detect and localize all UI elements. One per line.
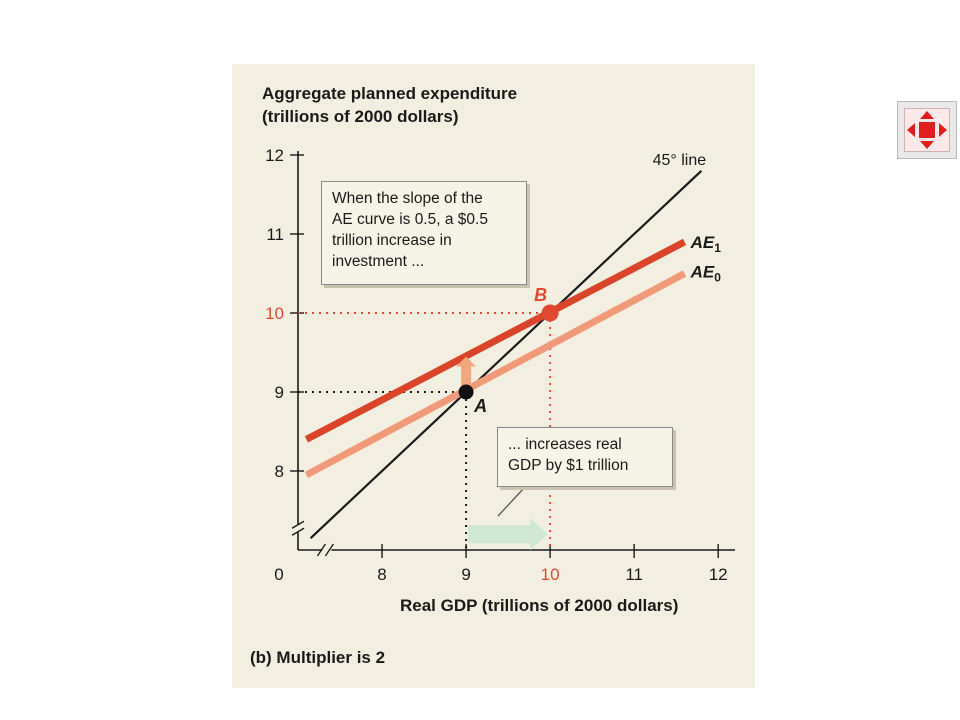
callout-line: investment ...	[332, 253, 425, 270]
x-axis-break-gap	[322, 547, 332, 553]
origin-label: 0	[274, 565, 283, 584]
y-tick-label: 8	[275, 462, 284, 481]
label-45-degree: 45° line	[653, 152, 707, 169]
x-tick-label: 12	[709, 565, 728, 584]
x-axis-break-mark	[324, 543, 334, 557]
label-ae1: AE1	[690, 233, 722, 255]
line-45-degree	[309, 169, 703, 539]
y-tick-label: 12	[265, 146, 284, 165]
line-ae0	[304, 270, 687, 479]
x-tick-label: 11	[625, 565, 643, 584]
point-b	[541, 304, 559, 322]
callout-line: GDP by $1 trillion	[508, 457, 629, 474]
callout-investment: When the slope of the AE curve is 0.5, a…	[321, 181, 527, 285]
x-axis-title: Real GDP (trillions of 2000 dollars)	[400, 596, 679, 615]
y-tick-label: 11	[266, 225, 284, 244]
expand-button[interactable]	[897, 101, 957, 159]
line-ae1	[304, 238, 687, 443]
point-a	[458, 384, 474, 400]
y-tick-label: 9	[275, 383, 284, 402]
label-ae0: AE0	[690, 263, 722, 285]
callout-pointer	[497, 486, 526, 517]
y-tick-label: 10	[265, 304, 284, 323]
x-tick-label: 8	[377, 565, 386, 584]
x-tick-label: 10	[541, 565, 560, 584]
callout-line: AE curve is 0.5, a $0.5	[332, 211, 488, 228]
figure-caption: (b) Multiplier is 2	[250, 648, 386, 667]
y-axis-title: Aggregate planned expenditure	[262, 84, 518, 103]
y-axis-break-mark	[291, 527, 305, 536]
gdp-increase-arrow	[468, 518, 549, 551]
y-axis-break-mark	[291, 520, 305, 529]
chart: 8 9 10 11 12 8 9 10 11 12 0 A B 45° line AE1 AE0	[265, 146, 735, 584]
x-axis-break-mark	[316, 543, 326, 557]
point-b-label: B	[534, 285, 547, 305]
point-a-label: A	[473, 396, 487, 416]
figure-panel: 8 9 10 11 12 8 9 10 11 12 0 A B 45° line AE1 AE0 Aggreg…	[232, 64, 755, 688]
y-axis-title-units: (trillions of 2000 dollars)	[262, 107, 459, 126]
callout-line: When the slope of the	[332, 190, 483, 207]
investment-increase-arrow	[456, 356, 477, 386]
callout-gdp: ... increases real GDP by $1 trillion	[497, 427, 673, 487]
callout-line: trillion increase in	[332, 232, 452, 249]
y-axis-break-gap	[295, 524, 301, 533]
callout-line: ... increases real	[508, 436, 622, 453]
x-tick-label: 9	[461, 565, 470, 584]
expand-arrows-icon	[904, 108, 950, 152]
